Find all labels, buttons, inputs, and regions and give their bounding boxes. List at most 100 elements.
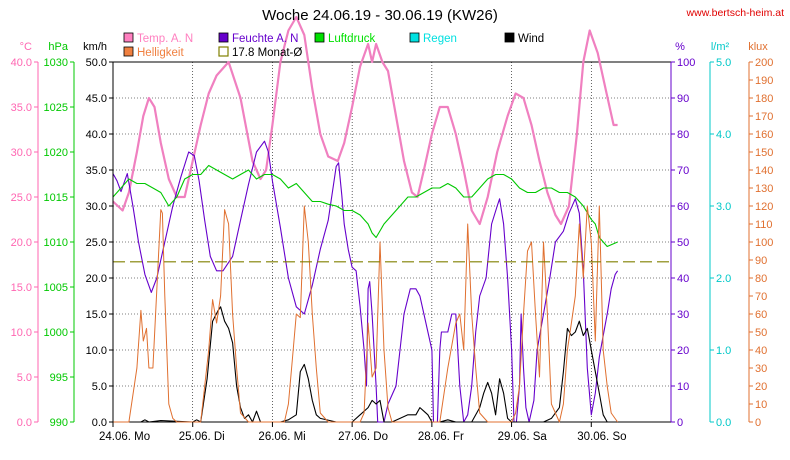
humidity-axis-tick-label: 10 bbox=[677, 381, 689, 393]
legend-swatch bbox=[123, 32, 134, 43]
rain-axis: 0.0 1.0 2.0 3.0 4.0 5.0 l/m² bbox=[709, 41, 731, 429]
wind-axis-tick-label: 10.0 bbox=[86, 345, 107, 357]
legend: Temp. A. N Feuchte A. N Luftdruck Regen Wind… bbox=[123, 32, 544, 59]
light-axis-tick-label: 20 bbox=[755, 381, 767, 393]
legend-label: Regen bbox=[423, 33, 457, 45]
humidity-axis-tick-label: 20 bbox=[677, 345, 689, 357]
legend-item: Wind bbox=[504, 32, 544, 45]
legend-swatch bbox=[218, 46, 229, 57]
humidity-axis-tick-label: 60 bbox=[677, 201, 689, 213]
temp-axis-tick-label: 5.0 bbox=[17, 372, 32, 384]
rain-axis-title: l/m² bbox=[711, 41, 730, 53]
series-temp-a-n bbox=[112, 15, 618, 226]
humidity-axis-tick-label: 40 bbox=[677, 273, 689, 285]
light-axis-tick-label: 30 bbox=[755, 363, 767, 375]
light-axis-tick-label: 110 bbox=[755, 219, 773, 231]
pressure-axis-tick-label: 995 bbox=[50, 372, 68, 384]
temp-axis-tick-label: 20.0 bbox=[11, 237, 32, 249]
x-tick-label: 30.06. So bbox=[577, 431, 626, 443]
rain-axis-tick-label: 5.0 bbox=[716, 57, 731, 69]
light-axis-tick-label: 80 bbox=[755, 273, 767, 285]
light-axis-tick-label: 190 bbox=[755, 75, 773, 87]
pressure-axis-tick-label: 1030 bbox=[44, 57, 68, 69]
wind-axis-tick-label: 20.0 bbox=[86, 273, 107, 285]
humidity-axis-tick-label: 80 bbox=[677, 129, 689, 141]
x-tick-label: 28.06. Fr bbox=[418, 431, 464, 443]
humidity-axis-tick-label: 100 bbox=[677, 57, 695, 69]
wind-axis-tick-label: 45.0 bbox=[86, 93, 107, 105]
temp-axis-tick-label: 15.0 bbox=[11, 282, 32, 294]
series-luftdruck bbox=[112, 164, 618, 248]
legend-label: Wind bbox=[518, 33, 544, 45]
pressure-axis-tick-label: 1025 bbox=[44, 102, 68, 114]
legend-label: Feuchte A. N bbox=[232, 33, 298, 45]
wind-axis-tick-label: 35.0 bbox=[86, 165, 107, 177]
light-axis-tick-label: 0 bbox=[755, 417, 761, 429]
light-axis-tick-label: 100 bbox=[755, 237, 773, 249]
light-axis-tick-label: 150 bbox=[755, 147, 773, 159]
pressure-axis-tick-label: 1010 bbox=[44, 237, 68, 249]
light-axis-tick-label: 170 bbox=[755, 111, 773, 123]
legend-swatch bbox=[123, 46, 134, 57]
light-axis-tick-label: 200 bbox=[755, 57, 773, 69]
wind-axis-tick-label: 5.0 bbox=[92, 381, 107, 393]
series-feuchte-a-n bbox=[112, 140, 619, 423]
light-axis-tick-label: 50 bbox=[755, 327, 767, 339]
light-axis-tick-label: 70 bbox=[755, 291, 767, 303]
humidity-axis-tick-label: 30 bbox=[677, 309, 689, 321]
pressure-axis-tick-label: 1015 bbox=[44, 192, 68, 204]
temp-axis-tick-label: 35.0 bbox=[11, 102, 32, 114]
axes-layer: 0.0 5.0 10.0 15.0 20.0 25.0 30.0 35.0 40.0 °C 990 9… bbox=[11, 41, 774, 443]
legend-item: Luftdruck bbox=[314, 32, 376, 45]
rain-axis-tick-label: 4.0 bbox=[716, 129, 731, 141]
light-axis-tick-label: 180 bbox=[755, 93, 773, 105]
rain-axis-tick-label: 1.0 bbox=[716, 345, 731, 357]
x-tick-label: 27.06. Do bbox=[338, 431, 388, 443]
source-link[interactable]: www.bertsch-heim.at bbox=[686, 7, 785, 19]
pressure-axis-title: hPa bbox=[48, 41, 68, 53]
light-axis-tick-label: 140 bbox=[755, 165, 773, 177]
series-layer bbox=[112, 15, 619, 423]
legend-item: Helligkeit bbox=[123, 46, 184, 59]
light-axis-title: klux bbox=[748, 41, 768, 53]
legend-swatch bbox=[314, 32, 325, 43]
legend-label: 17.8 Monat-Ø bbox=[232, 47, 302, 59]
temp-axis-tick-label: 40.0 bbox=[11, 57, 32, 69]
wind-axis-tick-label: 50.0 bbox=[86, 57, 107, 69]
chart-title: Woche 24.06.19 - 30.06.19 (KW26) bbox=[262, 7, 498, 24]
legend-swatch bbox=[409, 32, 420, 43]
temp-axis: 0.0 5.0 10.0 15.0 20.0 25.0 30.0 35.0 40.0 °C bbox=[11, 41, 39, 429]
light-axis-tick-label: 160 bbox=[755, 129, 773, 141]
light-axis-tick-label: 40 bbox=[755, 345, 767, 357]
series-wind bbox=[113, 306, 618, 423]
humidity-axis: 0 10 20 30 40 50 60 70 80 90 100% bbox=[670, 41, 695, 429]
x-tick-label: 29.06. Sa bbox=[498, 431, 548, 443]
pressure-axis-tick-label: 990 bbox=[50, 417, 68, 429]
rain-axis-tick-label: 2.0 bbox=[716, 273, 731, 285]
wind-axis-title: km/h bbox=[83, 41, 107, 53]
pressure-axis-tick-label: 1020 bbox=[44, 147, 68, 159]
humidity-axis-tick-label: 90 bbox=[677, 93, 689, 105]
light-axis-tick-label: 60 bbox=[755, 309, 767, 321]
wind-axis-tick-label: 0.0 bbox=[92, 417, 107, 429]
temp-axis-title: °C bbox=[20, 41, 32, 53]
light-axis: 0 10 20 30 40 50 60 70 80 90 100 110 120 130 140 150 160… bbox=[748, 41, 773, 429]
x-tick-label: 25.06. Di bbox=[179, 431, 225, 443]
legend-swatch bbox=[504, 32, 515, 43]
wind-axis-tick-label: 25.0 bbox=[86, 237, 107, 249]
humidity-axis-tick-label: 50 bbox=[677, 237, 689, 249]
legend-item: 17.8 Monat-Ø bbox=[218, 46, 302, 59]
x-tick-label: 24.06. Mo bbox=[99, 431, 150, 443]
x-tick-label: 26.06. Mi bbox=[258, 431, 305, 443]
wind-axis-tick-label: 15.0 bbox=[86, 309, 107, 321]
legend-label: Temp. A. N bbox=[137, 33, 193, 45]
pressure-axis: 990 995 1000 1005 1010 1015 1020 1025 1030 hPa bbox=[44, 41, 75, 429]
temp-axis-tick-label: 30.0 bbox=[11, 147, 32, 159]
temp-axis-tick-label: 25.0 bbox=[11, 192, 32, 204]
wind-axis-tick-label: 40.0 bbox=[86, 129, 107, 141]
light-axis-tick-label: 10 bbox=[755, 399, 767, 411]
temp-axis-tick-label: 0.0 bbox=[17, 417, 32, 429]
temp-axis-tick-label: 10.0 bbox=[11, 327, 32, 339]
legend-item: Regen bbox=[409, 32, 457, 45]
